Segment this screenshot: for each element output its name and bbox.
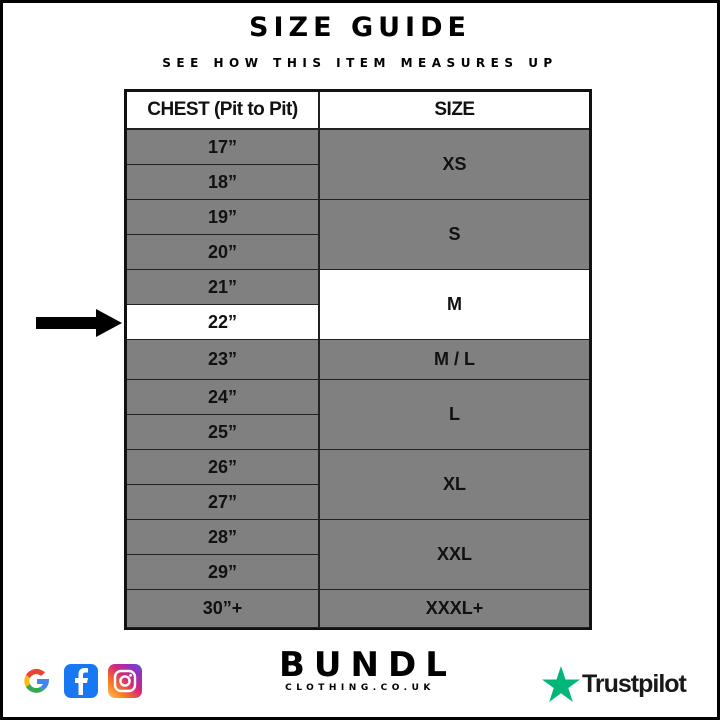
chest-cell: 24” [127,380,320,415]
chest-cell: 28” [127,520,320,555]
header-size: SIZE [320,92,589,130]
google-icon[interactable] [20,664,54,698]
trustpilot-logo[interactable]: Trustpilot [542,666,687,702]
size-cell: S [320,200,589,270]
size-cell: L [320,380,589,450]
size-cell: M / L [320,340,589,380]
page-subtitle: SEE HOW THIS ITEM MEASURES UP [162,56,558,70]
size-cell: XL [320,450,589,520]
size-table: CHEST (Pit to Pit) SIZE 17” 18” 19” 20” 21” 2… [124,89,592,630]
chest-cell: 17” [127,130,320,165]
size-cell: M [320,270,589,340]
social-icons [20,664,142,698]
brand-logo: BUNDL CLOTHING.CO.UK [270,647,450,693]
size-cell: XS [320,130,589,200]
trustpilot-label: Trustpilot [582,669,687,698]
arrow-right-icon [36,309,122,337]
chest-cell: 20” [127,235,320,270]
brand-name: BUNDL [279,645,456,685]
chest-cell: 19” [127,200,320,235]
chest-cell: 29” [127,555,320,590]
header-chest: CHEST (Pit to Pit) [127,92,320,130]
page-title: SIZE GUIDE [249,12,471,43]
facebook-icon[interactable] [64,664,98,698]
chest-cell: 27” [127,485,320,520]
chest-cell: 30”+ [127,590,320,628]
chest-cell: 26” [127,450,320,485]
chest-cell: 25” [127,415,320,450]
chest-cell: 21” [127,270,320,305]
chest-cell: 23” [127,340,320,380]
size-cell: XXL [320,520,589,590]
brand-url: CLOTHING.CO.UK [285,683,435,693]
chest-cell: 22” [127,305,320,340]
size-cell: XXXL+ [320,590,589,628]
instagram-icon[interactable] [108,664,142,698]
chest-cell: 18” [127,165,320,200]
trustpilot-star-icon [542,666,580,702]
